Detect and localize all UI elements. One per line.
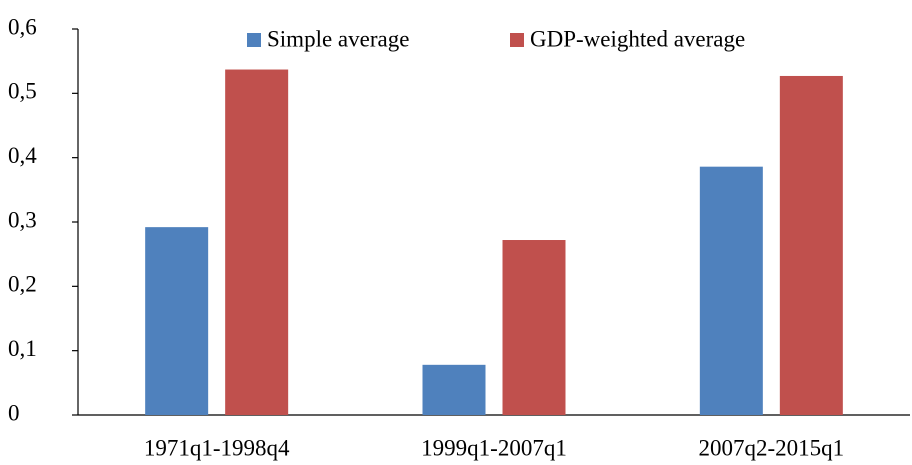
- y-tick-label: 0,1: [8, 336, 37, 361]
- y-tick-label: 0,4: [8, 143, 37, 168]
- x-tick-label: 2007q2-2015q1: [698, 435, 844, 460]
- bar: [502, 240, 566, 415]
- legend-label: Simple average: [267, 26, 409, 51]
- y-tick-label: 0: [8, 400, 20, 425]
- y-tick-label: 0,5: [8, 79, 37, 104]
- y-tick-label: 0,2: [8, 272, 37, 297]
- bar: [225, 69, 289, 415]
- y-tick-label: 0,6: [8, 14, 37, 39]
- legend-label: GDP-weighted average: [530, 26, 745, 51]
- bar: [145, 227, 209, 415]
- y-tick-label: 0,3: [8, 207, 37, 232]
- x-tick-label: 1971q1-1998q4: [144, 435, 290, 460]
- x-tick-label: 1999q1-2007q1: [421, 435, 567, 460]
- legend-swatch: [510, 33, 524, 47]
- bar: [422, 364, 486, 415]
- bar: [779, 75, 843, 416]
- bar: [699, 166, 763, 415]
- legend-swatch: [247, 33, 261, 47]
